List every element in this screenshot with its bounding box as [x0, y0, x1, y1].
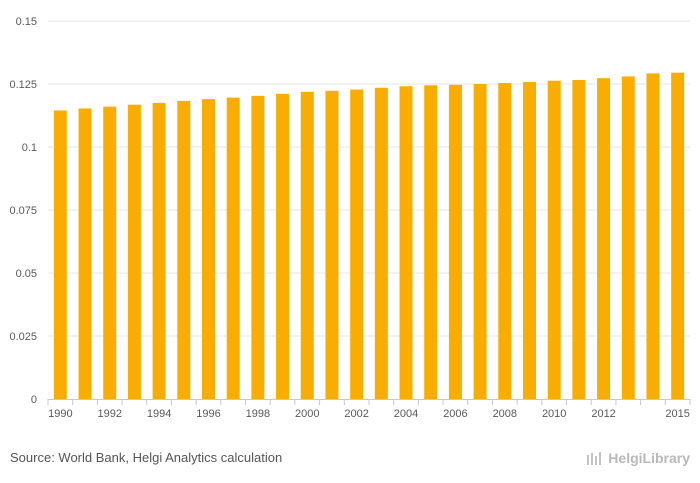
y-tick-label: 0.1	[22, 142, 37, 154]
x-axis: 1990 1992 1994 1996 1998 2000 2002 2004 2006 2008…	[47, 399, 691, 420]
bar-1995	[177, 100, 191, 399]
bar-2006	[448, 84, 462, 400]
brand-logo: HelgiLibrary	[586, 450, 690, 466]
y-tick-label: 0.05	[16, 268, 37, 280]
x-tick-label: 2000	[295, 408, 319, 420]
footer: Source: World Bank, Helgi Analytics calc…	[0, 440, 700, 483]
bar-2002	[350, 89, 364, 399]
y-tick-label: 0	[31, 394, 37, 406]
bar-2007	[473, 84, 487, 399]
x-tick-label: 1994	[147, 408, 171, 420]
x-tick-label: 1992	[97, 408, 121, 420]
bar-1990	[53, 110, 67, 400]
bar-2000	[300, 91, 314, 399]
bar-2004	[399, 86, 413, 399]
bar-chart: 0 0.025 0.05 0.075 0.1 0.125 0.15 1990 1992 1994…	[9, 16, 691, 420]
x-tick-label: 2010	[542, 408, 566, 420]
bar-2014	[646, 73, 660, 399]
bar-2005	[424, 85, 438, 399]
bar-2015	[671, 72, 685, 399]
source-note: Source: World Bank, Helgi Analytics calc…	[10, 450, 283, 465]
y-axis-labels: 0 0.025 0.05 0.075 0.1 0.125 0.15	[9, 16, 37, 406]
bar-2009	[523, 81, 536, 399]
bar-2012	[597, 78, 611, 399]
x-tick-label: 1998	[246, 408, 270, 420]
bar-1993	[127, 104, 141, 399]
x-tick-label: 1990	[48, 408, 72, 420]
x-tick-label: 1996	[196, 408, 220, 420]
bar-2001	[325, 90, 339, 399]
x-tick-label: 2015	[665, 408, 689, 420]
bar-1992	[103, 106, 117, 400]
bar-2008	[498, 82, 512, 399]
x-tick-label: 2004	[394, 408, 418, 420]
bar-2003	[374, 87, 388, 399]
x-tick-label: 2002	[344, 408, 368, 420]
y-tick-label: 0.025	[9, 331, 37, 343]
bars	[53, 72, 685, 400]
x-tick-label: 2008	[493, 408, 517, 420]
bar-1999	[276, 93, 290, 399]
bar-2010	[547, 80, 561, 399]
bar-1994	[152, 102, 166, 400]
bar-2011	[572, 79, 586, 399]
y-tick-label: 0.125	[9, 79, 37, 91]
bar-1991	[78, 108, 92, 399]
gridlines	[48, 20, 690, 337]
x-tick-label: 2012	[591, 408, 615, 420]
bar-1997	[226, 97, 240, 399]
bar-1998	[251, 95, 265, 400]
brand-name: HelgiLibrary	[608, 450, 690, 466]
x-tick-label: 2006	[443, 408, 467, 420]
library-icon	[587, 452, 602, 465]
y-tick-label: 0.15	[16, 16, 37, 28]
y-tick-label: 0.075	[9, 205, 37, 217]
bar-1996	[202, 99, 215, 400]
bar-2013	[621, 76, 635, 399]
chart-area: 0 0.025 0.05 0.075 0.1 0.125 0.15 1990 1992 1994…	[9, 16, 691, 420]
